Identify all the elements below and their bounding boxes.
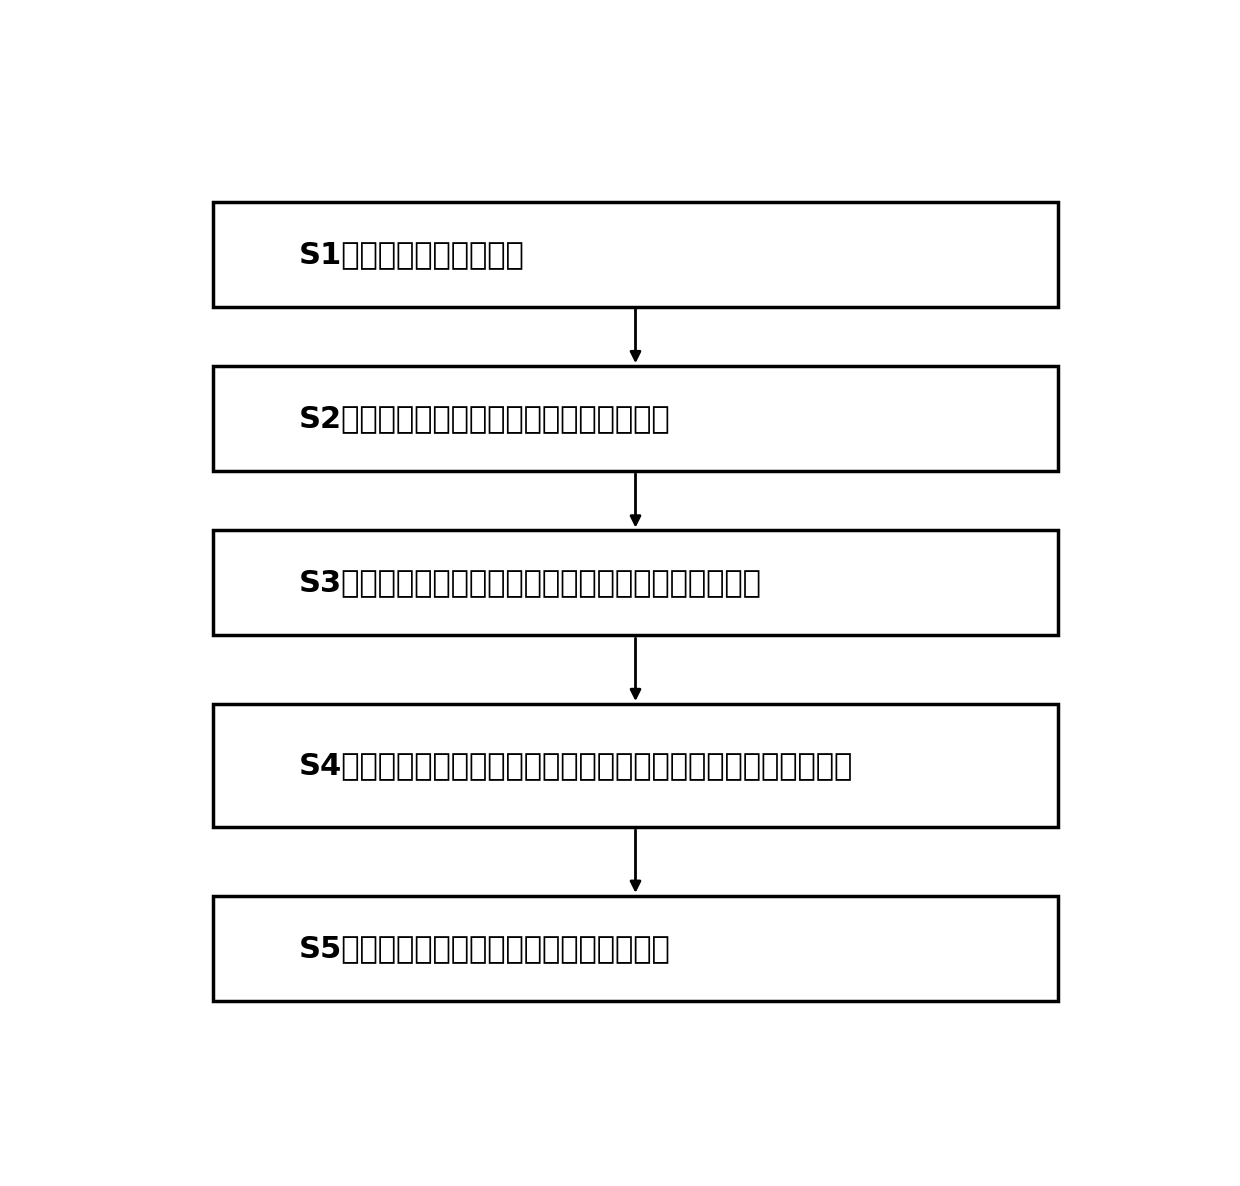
Bar — [213, 704, 1058, 828]
Bar — [213, 895, 1058, 1001]
Text: S5、将经过激光熔覆强化的离心辊包装待用: S5、将经过激光熔覆强化的离心辊包装待用 — [299, 933, 671, 963]
Text: S2、配制耐高温磨损耐岩浆冲刷的合金粉末: S2、配制耐高温磨损耐岩浆冲刷的合金粉末 — [299, 404, 671, 433]
Bar — [213, 530, 1058, 636]
Text: S3、利用合金粉末对离心辊工作辊面进行表面激光熔覆: S3、利用合金粉末对离心辊工作辊面进行表面激光熔覆 — [299, 568, 763, 598]
Bar — [213, 366, 1058, 471]
Text: S1、对离心辊进行预处理: S1、对离心辊进行预处理 — [299, 240, 525, 269]
Bar — [213, 202, 1058, 307]
Text: S4、对激光熔覆层进行着色探伤，之后对激光熔覆层进行磨削加工: S4、对激光熔覆层进行着色探伤，之后对激光熔覆层进行磨削加工 — [299, 751, 853, 780]
